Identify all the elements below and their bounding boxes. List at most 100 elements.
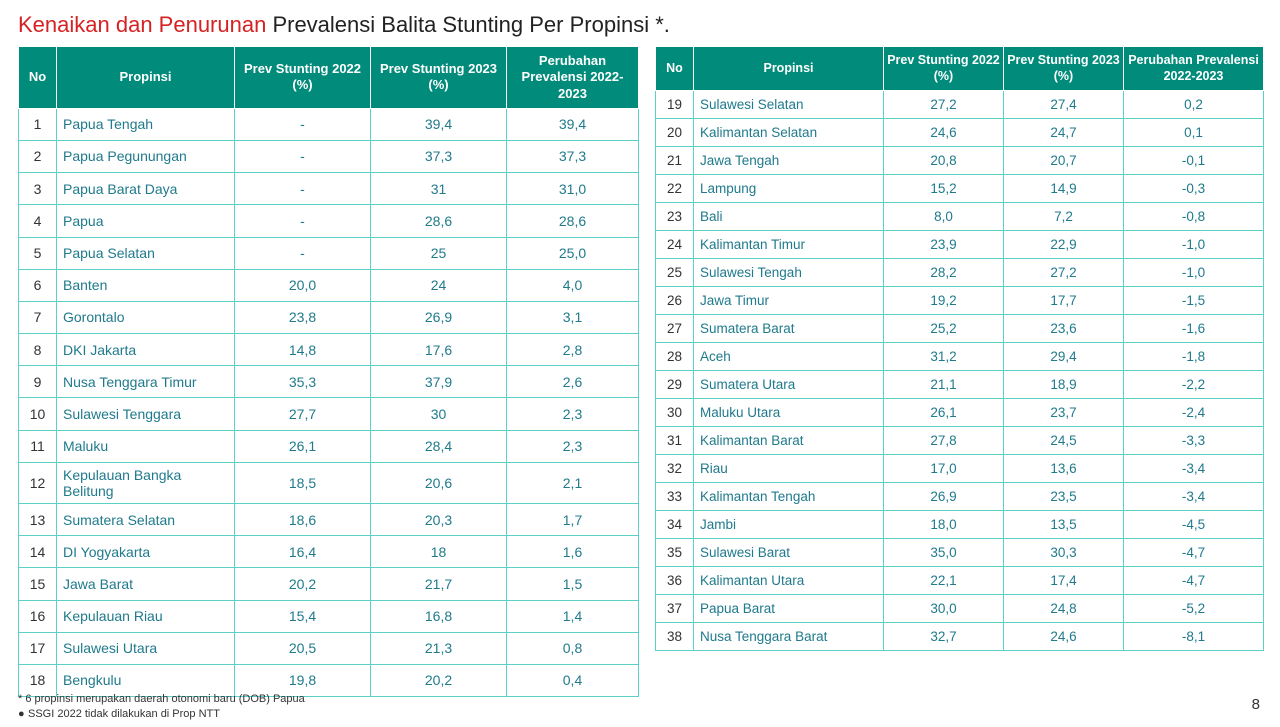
cell-no: 34 — [656, 511, 694, 539]
table-row: 10Sulawesi Tenggara27,7302,3 — [19, 398, 639, 430]
table-row: 8DKI Jakarta14,817,62,8 — [19, 334, 639, 366]
cell-prev-2022: 14,8 — [235, 334, 371, 366]
table-row: 4Papua-28,628,6 — [19, 205, 639, 237]
cell-no: 21 — [656, 147, 694, 175]
cell-no: 27 — [656, 315, 694, 343]
table-row: 12Kepulauan Bangka Belitung18,520,62,1 — [19, 462, 639, 503]
cell-change: 25,0 — [507, 237, 639, 269]
cell-province: Kalimantan Utara — [694, 567, 884, 595]
cell-prev-2023: 14,9 — [1004, 175, 1124, 203]
cell-province: Gorontalo — [57, 301, 235, 333]
cell-prev-2022: 21,1 — [884, 371, 1004, 399]
cell-prev-2023: 25 — [371, 237, 507, 269]
cell-prev-2023: 24,7 — [1004, 119, 1124, 147]
cell-no: 10 — [19, 398, 57, 430]
cell-no: 9 — [19, 366, 57, 398]
cell-no: 22 — [656, 175, 694, 203]
cell-no: 6 — [19, 269, 57, 301]
table-row: 38Nusa Tenggara Barat32,724,6-8,1 — [656, 623, 1264, 651]
cell-no: 26 — [656, 287, 694, 315]
cell-change: 2,3 — [507, 398, 639, 430]
cell-no: 24 — [656, 231, 694, 259]
cell-prev-2022: 31,2 — [884, 343, 1004, 371]
cell-no: 31 — [656, 427, 694, 455]
cell-province: DKI Jakarta — [57, 334, 235, 366]
table-row: 1Papua Tengah-39,439,4 — [19, 108, 639, 140]
table-row: 6Banten20,0244,0 — [19, 269, 639, 301]
cell-prev-2023: 13,5 — [1004, 511, 1124, 539]
cell-prev-2023: 39,4 — [371, 108, 507, 140]
cell-prev-2023: 13,6 — [1004, 455, 1124, 483]
cell-no: 2 — [19, 140, 57, 172]
table-header-row: No Propinsi Prev Stunting 2022 (%) Prev … — [656, 47, 1264, 91]
cell-change: -5,2 — [1124, 595, 1264, 623]
th-p2023: Prev Stunting 2023 (%) — [1004, 47, 1124, 91]
cell-prev-2022: 30,0 — [884, 595, 1004, 623]
footnotes: * 6 propinsi merupakan daerah otonomi ba… — [18, 692, 305, 721]
cell-change: -2,4 — [1124, 399, 1264, 427]
cell-prev-2023: 29,4 — [1004, 343, 1124, 371]
cell-province: Jambi — [694, 511, 884, 539]
table-row: 27Sumatera Barat25,223,6-1,6 — [656, 315, 1264, 343]
cell-no: 35 — [656, 539, 694, 567]
cell-prev-2023: 37,9 — [371, 366, 507, 398]
cell-province: DI Yogyakarta — [57, 536, 235, 568]
cell-prev-2022: - — [235, 173, 371, 205]
cell-prev-2022: 8,0 — [884, 203, 1004, 231]
cell-prev-2022: 26,9 — [884, 483, 1004, 511]
cell-prev-2022: 35,3 — [235, 366, 371, 398]
cell-change: -1,5 — [1124, 287, 1264, 315]
cell-prev-2022: - — [235, 205, 371, 237]
cell-change: 1,6 — [507, 536, 639, 568]
cell-prev-2023: 20,6 — [371, 462, 507, 503]
table-row: 31Kalimantan Barat27,824,5-3,3 — [656, 427, 1264, 455]
cell-province: Sumatera Utara — [694, 371, 884, 399]
cell-change: -2,2 — [1124, 371, 1264, 399]
cell-prev-2022: - — [235, 237, 371, 269]
table-row: 23Bali8,07,2-0,8 — [656, 203, 1264, 231]
cell-prev-2022: 20,5 — [235, 632, 371, 664]
cell-province: Kalimantan Selatan — [694, 119, 884, 147]
cell-no: 23 — [656, 203, 694, 231]
cell-change: 1,5 — [507, 568, 639, 600]
cell-no: 5 — [19, 237, 57, 269]
cell-province: Nusa Tenggara Timur — [57, 366, 235, 398]
table-row: 28Aceh31,229,4-1,8 — [656, 343, 1264, 371]
th-prov: Propinsi — [57, 47, 235, 109]
cell-prev-2023: 17,6 — [371, 334, 507, 366]
cell-no: 12 — [19, 462, 57, 503]
cell-change: 4,0 — [507, 269, 639, 301]
th-p2022: Prev Stunting 2022 (%) — [884, 47, 1004, 91]
table-row: 26Jawa Timur19,217,7-1,5 — [656, 287, 1264, 315]
th-prov: Propinsi — [694, 47, 884, 91]
page-title: Kenaikan dan Penurunan Prevalensi Balita… — [18, 12, 1262, 38]
table-row: 7Gorontalo23,826,93,1 — [19, 301, 639, 333]
cell-prev-2022: 15,2 — [884, 175, 1004, 203]
cell-change: 1,4 — [507, 600, 639, 632]
cell-change: 2,6 — [507, 366, 639, 398]
cell-prev-2022: 26,1 — [235, 430, 371, 462]
table-row: 33Kalimantan Tengah26,923,5-3,4 — [656, 483, 1264, 511]
cell-change: 0,1 — [1124, 119, 1264, 147]
table-row: 32Riau17,013,6-3,4 — [656, 455, 1264, 483]
cell-province: Papua Barat — [694, 595, 884, 623]
cell-change: 2,1 — [507, 462, 639, 503]
cell-prev-2023: 17,4 — [1004, 567, 1124, 595]
cell-prev-2023: 21,3 — [371, 632, 507, 664]
cell-change: 0,8 — [507, 632, 639, 664]
cell-province: Kalimantan Tengah — [694, 483, 884, 511]
cell-prev-2023: 28,6 — [371, 205, 507, 237]
table-row: 3Papua Barat Daya-3131,0 — [19, 173, 639, 205]
cell-no: 17 — [19, 632, 57, 664]
cell-prev-2022: 20,8 — [884, 147, 1004, 175]
cell-prev-2022: 20,2 — [235, 568, 371, 600]
cell-no: 3 — [19, 173, 57, 205]
table-row: 2Papua Pegunungan-37,337,3 — [19, 140, 639, 172]
cell-prev-2023: 21,7 — [371, 568, 507, 600]
cell-province: Kepulauan Bangka Belitung — [57, 462, 235, 503]
cell-no: 13 — [19, 504, 57, 536]
cell-change: -0,3 — [1124, 175, 1264, 203]
table-row: 24Kalimantan Timur23,922,9-1,0 — [656, 231, 1264, 259]
cell-province: Nusa Tenggara Barat — [694, 623, 884, 651]
tables-container: No Propinsi Prev Stunting 2022 (%) Prev … — [18, 46, 1262, 697]
